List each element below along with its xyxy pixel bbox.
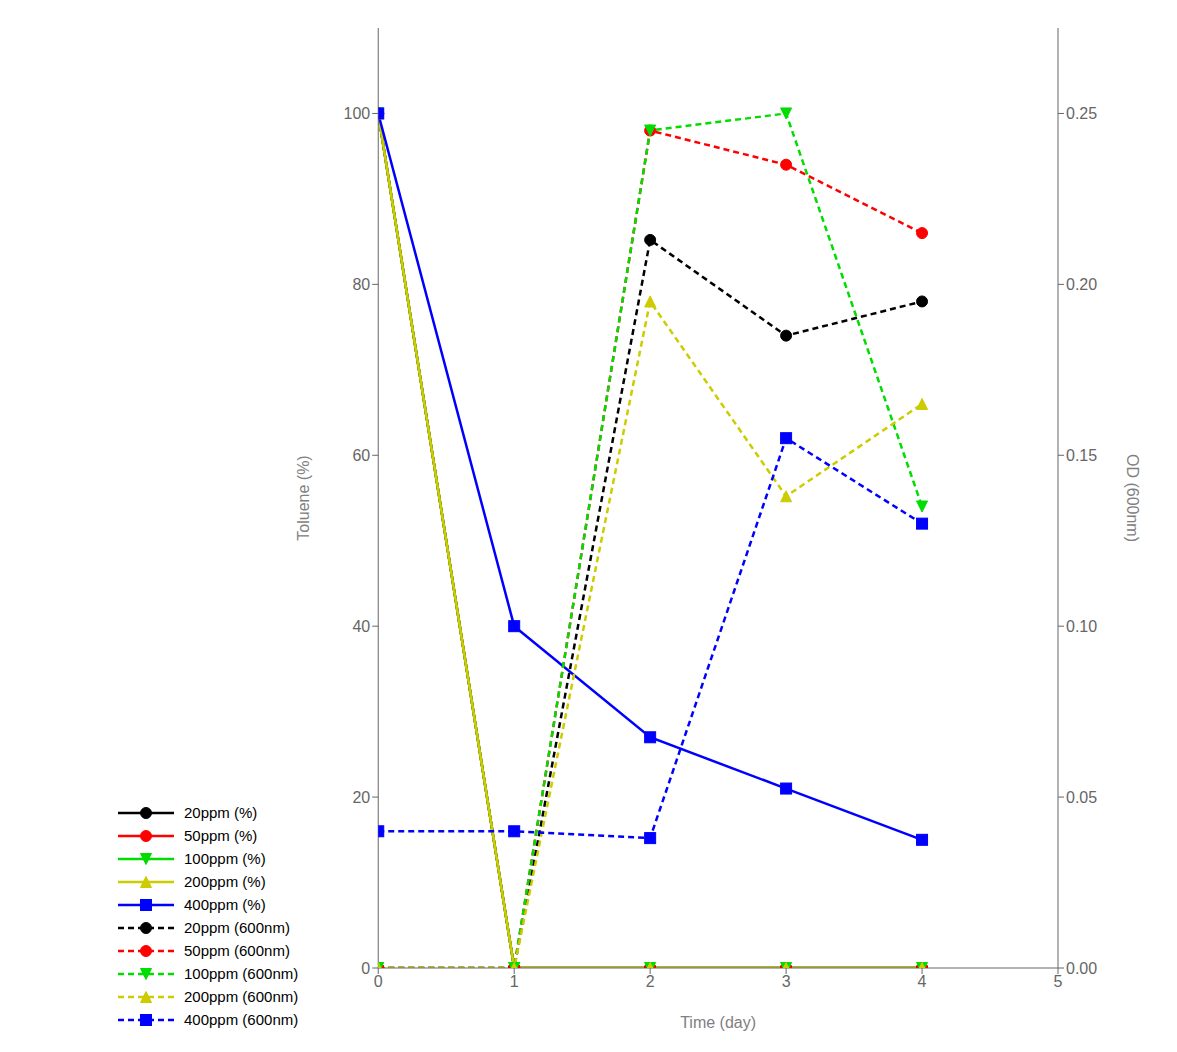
svg-text:0.05: 0.05 [1066,789,1097,806]
svg-text:0.10: 0.10 [1066,618,1097,635]
svg-text:0: 0 [374,973,383,990]
html-text:20ppm (%): 20ppm (%) [184,804,258,821]
html-text:400ppm (600nm): 400ppm (600nm) [184,1011,299,1028]
svg-text:2: 2 [646,973,655,990]
svg-text:Time (day): Time (day) [680,1014,756,1031]
svg-text:0.25: 0.25 [1066,105,1097,122]
svg-text:20: 20 [352,789,370,806]
html-text:400ppm (%): 400ppm (%) [184,896,266,913]
svg-text:0.15: 0.15 [1066,447,1097,464]
svg-text:0.00: 0.00 [1066,960,1097,977]
html-text:100ppm (600nm): 100ppm (600nm) [184,965,299,982]
svg-text:0: 0 [361,960,370,977]
svg-text:0.20: 0.20 [1066,276,1097,293]
html-text:200ppm (600nm): 200ppm (600nm) [184,988,299,1005]
svg-text:80: 80 [352,276,370,293]
html-text:200ppm (%): 200ppm (%) [184,873,266,890]
svg-text:40: 40 [352,618,370,635]
svg-text:3: 3 [782,973,791,990]
svg-text:5: 5 [1054,973,1063,990]
svg-text:OD (600nm): OD (600nm) [1124,454,1141,542]
svg-text:100: 100 [344,105,371,122]
html-text:100ppm (%): 100ppm (%) [184,850,266,867]
html-text:20ppm (600nm): 20ppm (600nm) [184,919,290,936]
svg-text:60: 60 [352,447,370,464]
svg-text:Toluene (%): Toluene (%) [295,455,312,540]
html-text:50ppm (600nm): 50ppm (600nm) [184,942,290,959]
svg-text:4: 4 [918,973,927,990]
html-text:50ppm (%): 50ppm (%) [184,827,258,844]
svg-text:1: 1 [510,973,519,990]
